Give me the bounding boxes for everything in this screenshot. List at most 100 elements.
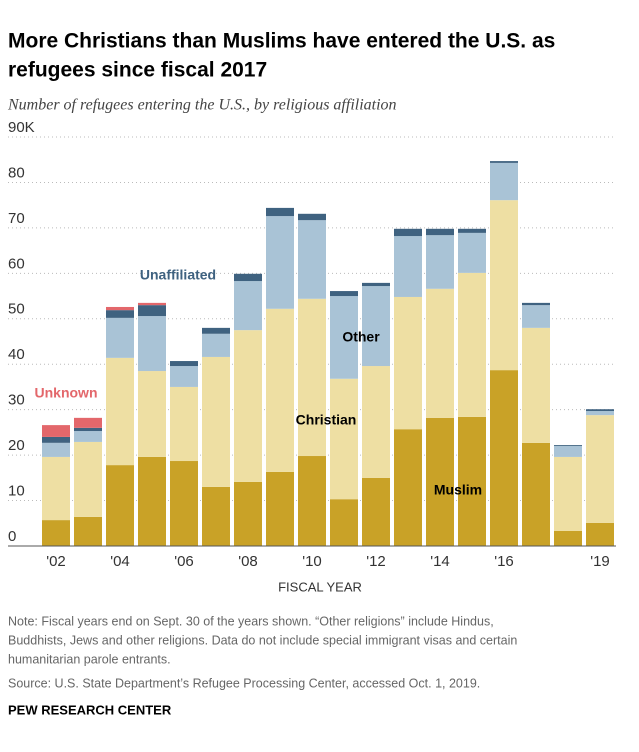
bar-segment [106, 306, 134, 311]
y-tick-label: 10 [8, 483, 25, 500]
bar-segment [298, 220, 326, 299]
bar-segment [298, 456, 326, 546]
bar-segment [426, 417, 454, 546]
bar-segment [42, 520, 70, 546]
x-tick-label: '10 [302, 553, 322, 570]
y-tick-label: 60 [8, 255, 25, 272]
x-tick-label: '08 [238, 553, 258, 570]
bar-segment [490, 162, 518, 201]
bar-segment [202, 327, 230, 334]
bar-segment [394, 296, 422, 430]
bar-segment [490, 161, 518, 163]
series-label: Other [342, 329, 380, 345]
bar-segment [74, 417, 102, 428]
bar-segment [426, 228, 454, 236]
bar-segment [74, 516, 102, 546]
bar-segment [42, 436, 70, 443]
x-tick-label: '12 [366, 553, 386, 570]
series-label: Christian [296, 412, 357, 428]
bar-segment [458, 272, 486, 417]
x-axis-label: FISCAL YEAR [278, 579, 362, 594]
chart-title: refugees since fiscal 2017 [8, 59, 267, 82]
bar-segment [586, 409, 614, 412]
y-tick-label: 0 [8, 528, 16, 545]
bar-segment [362, 477, 390, 546]
bar-segment [522, 302, 550, 306]
bar-segment [586, 415, 614, 523]
bar-segment [458, 232, 486, 273]
bar-segment [234, 481, 262, 546]
bar-segment [330, 378, 358, 500]
y-tick-label: 30 [8, 392, 25, 409]
series-label: Muslim [434, 482, 482, 498]
bar-segment [170, 461, 198, 546]
bar-segment [490, 370, 518, 546]
bar-segment [106, 357, 134, 466]
bar-segment [554, 445, 582, 447]
bar-segment [234, 330, 262, 482]
bar-segment [202, 333, 230, 357]
bar-segment [522, 305, 550, 328]
bar-segment [394, 228, 422, 237]
subtitle: Number of refugees entering the U.S., by… [7, 97, 397, 114]
bar-segment [330, 499, 358, 546]
bar-segment [362, 286, 390, 367]
x-tick-label: '04 [110, 553, 130, 570]
bar-segment [42, 456, 70, 521]
bar-segment [138, 302, 166, 306]
bar-segment [554, 446, 582, 457]
bar-segment [266, 216, 294, 309]
bar-segment [394, 429, 422, 546]
bar-segment [106, 317, 134, 358]
y-tick-label: 20 [8, 437, 25, 454]
x-tick-label: '19 [590, 553, 610, 570]
bar-segment [202, 486, 230, 546]
series-label: Unknown [35, 385, 98, 401]
bar-segment [458, 416, 486, 546]
bar-segment [106, 465, 134, 546]
bar-segment [138, 371, 166, 457]
chart-title: More Christians than Muslims have entere… [8, 30, 555, 53]
bar-segment [106, 310, 134, 318]
bar-segment [394, 236, 422, 297]
bar-segment [138, 316, 166, 372]
bar-segment [362, 366, 390, 478]
series-label: Unaffiliated [140, 267, 216, 283]
x-tick-label: '14 [430, 553, 450, 570]
bar-segment [586, 522, 614, 546]
bar-segment [490, 200, 518, 371]
y-tick-label: 40 [8, 346, 25, 363]
x-tick-label: '02 [46, 553, 66, 570]
note: humanitarian parole entrants. [8, 652, 171, 666]
bar-segment [266, 308, 294, 472]
y-tick-label: 50 [8, 301, 25, 318]
bar-segment [426, 288, 454, 418]
bar-segment [586, 411, 614, 416]
source: Source: U.S. State Department’s Refugee … [8, 676, 480, 690]
bar-segment [298, 298, 326, 457]
y-tick-label: 80 [8, 164, 25, 181]
bar-segment [74, 431, 102, 442]
bar-segment [554, 531, 582, 546]
bar-segment [170, 386, 198, 462]
y-tick-label: 70 [8, 210, 25, 227]
bar-segment [554, 456, 582, 532]
x-tick-label: '16 [494, 553, 514, 570]
note: Buddhists, Jews and other religions. Dat… [8, 633, 517, 647]
note: Note: Fiscal years end on Sept. 30 of th… [8, 614, 494, 628]
x-tick-label: '06 [174, 553, 194, 570]
footer: PEW RESEARCH CENTER [8, 702, 172, 717]
bar-segment [170, 361, 198, 367]
bar-segment [266, 207, 294, 217]
bar-segment [42, 442, 70, 457]
y-tick-label: 90K [8, 119, 35, 136]
bar-segment [522, 327, 550, 443]
bar-segment [266, 471, 294, 546]
bar-segment [522, 442, 550, 546]
bar-segment [330, 291, 358, 297]
bar-segment [426, 235, 454, 289]
bar-segment [330, 296, 358, 379]
bar-segment [362, 282, 390, 287]
bar-segment [138, 305, 166, 317]
